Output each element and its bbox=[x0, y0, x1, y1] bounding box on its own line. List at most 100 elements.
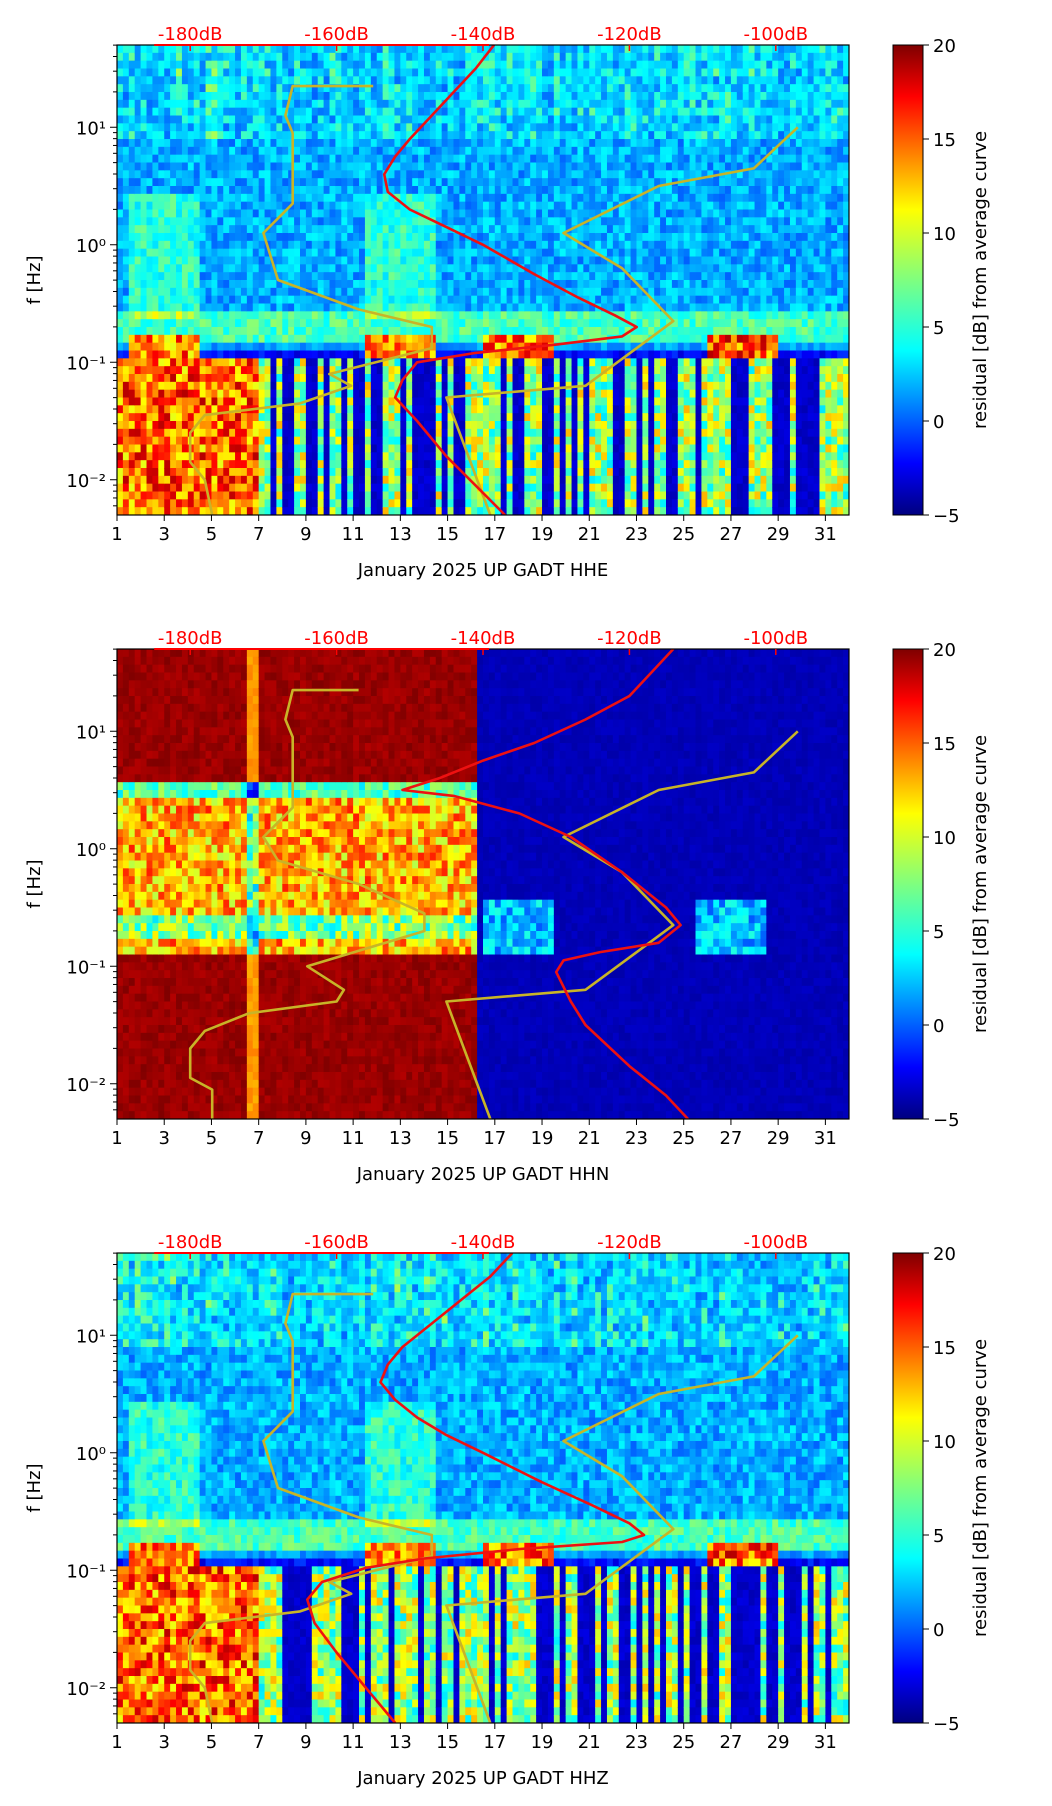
colorbar-tick-label: 10 bbox=[933, 1432, 956, 1453]
colorbar-tick-label: 15 bbox=[933, 130, 956, 151]
top-tick-label: -100dB bbox=[743, 1232, 808, 1253]
x-tick-label: 27 bbox=[719, 1732, 742, 1753]
x-tick-label: 7 bbox=[253, 1732, 264, 1753]
top-tick-label: -180dB bbox=[158, 628, 223, 649]
x-axis-label-hhe: January 2025 UP GADT HHE bbox=[357, 560, 609, 581]
x-tick-label: 15 bbox=[436, 1128, 459, 1149]
x-tick-label: 25 bbox=[672, 524, 695, 545]
x-tick-label: 9 bbox=[300, 1732, 311, 1753]
x-tick-label: 21 bbox=[578, 1128, 601, 1149]
y-ticks-hhe: 10⁻² 10⁻¹ 10⁰ 10¹ bbox=[66, 44, 117, 507]
y-tick-label: 10⁻¹ bbox=[66, 353, 106, 374]
heatmap-hhe bbox=[117, 45, 849, 515]
x-tick-label: 17 bbox=[483, 524, 506, 545]
top-ticks-hhz: -180dB -160dB -140dB -120dB -100dB bbox=[154, 1232, 808, 1259]
colorbar-tick-label: 20 bbox=[933, 640, 956, 661]
y-axis-label-hhe: f [Hz] bbox=[24, 255, 45, 304]
x-tick-label: 11 bbox=[342, 1732, 365, 1753]
x-axis-label-hhz: January 2025 UP GADT HHZ bbox=[356, 1768, 608, 1789]
top-tick-label: -180dB bbox=[158, 24, 223, 45]
x-tick-label: 17 bbox=[483, 1732, 506, 1753]
x-tick-label: 15 bbox=[436, 524, 459, 545]
average-psd-curve bbox=[401, 649, 689, 1119]
x-tick-label: 5 bbox=[206, 524, 217, 545]
colorbar-tick-label: −5 bbox=[933, 1110, 960, 1131]
colorbar-hhe: 20 15 10 5 0 −5 bbox=[892, 36, 960, 527]
x-tick-label: 31 bbox=[814, 1732, 837, 1753]
x-tick-label: 13 bbox=[389, 524, 412, 545]
x-tick-label: 7 bbox=[253, 1128, 264, 1149]
noise-model-low-curve bbox=[188, 688, 426, 1119]
colorbar-hhz: 20 15 10 5 0 −5 bbox=[892, 1244, 960, 1735]
x-tick-label: 29 bbox=[767, 524, 790, 545]
y-ticks-hhz: 10⁻² 10⁻¹ 10⁰ 10¹ bbox=[66, 1252, 117, 1715]
panel-hhz: 1 3 5 7 9 11 13 15 17 19 21 23 25 27 29 31 10⁻²10⁻¹10⁰1… bbox=[24, 1232, 991, 1789]
x-tick-label: 3 bbox=[158, 524, 169, 545]
colorbar-tick-label: 0 bbox=[933, 1620, 944, 1641]
x-tick-label: 21 bbox=[578, 524, 601, 545]
y-tick-label: 10⁻² bbox=[66, 1679, 106, 1700]
x-tick-label: 27 bbox=[719, 524, 742, 545]
noise-model-low-curve bbox=[188, 1292, 434, 1723]
x-tick-label: 15 bbox=[436, 1732, 459, 1753]
colorbar-tick-label: 15 bbox=[933, 734, 956, 755]
colorbar-tick-label: 0 bbox=[933, 412, 944, 433]
y-tick-label: 10¹ bbox=[76, 1326, 106, 1347]
colorbar-tick-label: 20 bbox=[933, 1244, 956, 1265]
colorbar-tick-label: 0 bbox=[933, 1016, 944, 1037]
noise-model-high-curve bbox=[445, 126, 799, 515]
x-tick-label: 5 bbox=[206, 1732, 217, 1753]
x-tick-label: 25 bbox=[672, 1732, 695, 1753]
x-tick-label: 9 bbox=[300, 1128, 311, 1149]
x-ticks-hhe: 1 3 5 7 9 11 13 15 17 19 21 23 25 27 29 31 bbox=[111, 515, 837, 545]
x-tick-label: 23 bbox=[625, 1128, 648, 1149]
colorbar-tick-label: −5 bbox=[933, 506, 960, 527]
x-tick-label: 9 bbox=[300, 524, 311, 545]
colorbar-tick-label: 10 bbox=[933, 224, 956, 245]
top-tick-label: -180dB bbox=[158, 1232, 223, 1253]
x-tick-label: 19 bbox=[531, 1732, 554, 1753]
average-psd-curve bbox=[305, 1253, 646, 1723]
top-tick-label: -140dB bbox=[451, 628, 516, 649]
colorbar-gradient bbox=[892, 1252, 924, 1724]
x-tick-label: 3 bbox=[158, 1732, 169, 1753]
x-tick-label: 21 bbox=[578, 1732, 601, 1753]
x-tick-label: 11 bbox=[342, 524, 365, 545]
colorbar-tick-label: 10 bbox=[933, 828, 956, 849]
y-tick-label: 10¹ bbox=[76, 722, 106, 743]
y-tick-label: 10⁻² bbox=[66, 471, 106, 492]
colorbar-hhn: 20 15 10 5 0 −5 bbox=[892, 640, 960, 1131]
top-tick-label: -160dB bbox=[304, 628, 369, 649]
top-tick-label: -100dB bbox=[743, 24, 808, 45]
colorbar-label-hhe: residual [dB] from average curve bbox=[970, 131, 991, 429]
y-axis-label-hhn: f [Hz] bbox=[24, 859, 45, 908]
x-ticks-hhz: 1 3 5 7 9 11 13 15 17 19 21 23 25 27 29 31 bbox=[111, 1723, 837, 1753]
y-tick-label: 10⁰ bbox=[76, 840, 106, 861]
y-ticks-hhn: 10⁻² 10⁻¹ 10⁰ 10¹ bbox=[66, 648, 117, 1111]
x-tick-label: 23 bbox=[625, 524, 648, 545]
x-tick-label: 13 bbox=[389, 1732, 412, 1753]
top-tick-label: -120dB bbox=[597, 24, 662, 45]
top-tick-label: -120dB bbox=[597, 628, 662, 649]
curves-hhz bbox=[188, 1253, 799, 1723]
top-tick-label: -120dB bbox=[597, 1232, 662, 1253]
x-tick-label: 31 bbox=[814, 1128, 837, 1149]
x-tick-label: 25 bbox=[672, 1128, 695, 1149]
y-tick-label: 10⁻² bbox=[66, 1075, 106, 1096]
y-tick-label: 10¹ bbox=[76, 118, 106, 139]
x-tick-label: 5 bbox=[206, 1128, 217, 1149]
noise-model-high-curve bbox=[445, 1334, 799, 1723]
panel-hhe: 1 3 5 7 9 11 13 15 17 19 21 23 25 27 29 31 10⁻²10⁻¹10⁰1… bbox=[24, 24, 991, 581]
y-tick-label: 10⁻¹ bbox=[66, 1561, 106, 1582]
top-tick-label: -160dB bbox=[304, 24, 369, 45]
colorbar-tick-label: 15 bbox=[933, 1338, 956, 1359]
x-tick-label: 7 bbox=[253, 524, 264, 545]
average-psd-curve bbox=[382, 45, 639, 515]
heatmap-hhz bbox=[117, 1253, 849, 1723]
x-tick-label: 23 bbox=[625, 1732, 648, 1753]
y-tick-label: 10⁻¹ bbox=[66, 957, 106, 978]
top-tick-label: -160dB bbox=[304, 1232, 369, 1253]
y-axis-label-hhz: f [Hz] bbox=[24, 1463, 45, 1512]
heatmap-hhn bbox=[117, 649, 849, 1119]
y-tick-label: 10⁰ bbox=[76, 236, 106, 257]
